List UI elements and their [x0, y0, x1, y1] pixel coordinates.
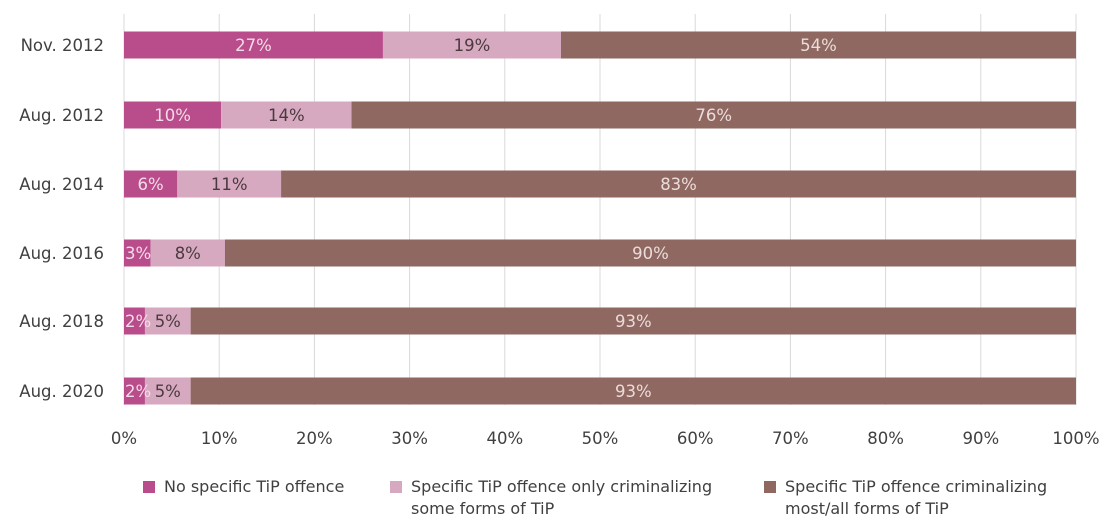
x-tick-label: 70% — [772, 429, 809, 448]
data-label: 11% — [211, 175, 248, 194]
x-tick-label: 80% — [867, 429, 904, 448]
data-label: 76% — [695, 106, 732, 125]
stacked-bar-chart: 27% 19% 54%10% 14% 76%6% 11% 83%3% 8% 90%2% 5% 93%… — [19, 14, 1100, 448]
bar-segment — [144, 377, 191, 405]
legend-swatch — [143, 481, 155, 493]
bar-segment — [144, 307, 191, 335]
bar-segment — [221, 101, 352, 129]
bar-segment — [382, 31, 561, 59]
category-label: Aug. 2020 — [19, 382, 104, 401]
bars: 27% 19% 54%10% 14% 76%6% 11% 83%3% 8% 90%2% 5% 93%… — [124, 31, 1077, 405]
category-labels: Nov. 2012 Aug. 2012 Aug. 2014 Aug. 2016 Aug.… — [19, 36, 104, 401]
x-tick-label: 20% — [296, 429, 333, 448]
bar-segment — [124, 31, 383, 59]
bar-segment — [177, 170, 282, 198]
data-label: 54% — [800, 36, 837, 55]
data-label: 14% — [268, 106, 305, 125]
data-label: 5% — [155, 312, 181, 331]
x-tick-label: 100% — [1052, 429, 1099, 448]
x-tick-label: 30% — [391, 429, 428, 448]
data-label: 93% — [615, 312, 652, 331]
data-label: 8% — [175, 244, 201, 263]
bar-segment — [124, 101, 222, 129]
bar-segment — [124, 377, 145, 405]
grid-lines — [123, 14, 1077, 405]
bar-segment — [124, 239, 151, 267]
data-label: 5% — [155, 382, 181, 401]
bar-segment — [190, 307, 1076, 335]
x-axis-ticks: 0% 10% 20% 30% 40% 50% 60% 70% 80% 90% 100% — [111, 429, 1100, 448]
legend-swatch — [390, 481, 402, 493]
x-tick-label: 0% — [111, 429, 137, 448]
bar-segment — [124, 170, 178, 198]
x-tick-label: 60% — [677, 429, 714, 448]
category-label: Aug. 2014 — [19, 175, 104, 194]
legend-swatch — [764, 481, 776, 493]
category-label: Nov. 2012 — [21, 36, 104, 55]
x-tick-label: 40% — [486, 429, 523, 448]
legend: No specific TiP offence Specific TiP off… — [0, 468, 1103, 518]
data-label: 27% — [235, 36, 272, 55]
bar-segment — [560, 31, 1076, 59]
x-tick-label: 90% — [962, 429, 999, 448]
data-label: 10% — [154, 106, 191, 125]
data-label: 19% — [454, 36, 491, 55]
x-tick-label: 50% — [582, 429, 619, 448]
legend-label: No specific TiP offence — [164, 477, 345, 496]
bar-segment — [124, 307, 145, 335]
bar-segment — [150, 239, 225, 267]
bar-segment — [190, 377, 1076, 405]
data-label: 3% — [125, 244, 151, 263]
data-label: 83% — [660, 175, 697, 194]
category-label: Aug. 2016 — [19, 244, 104, 263]
bar-segment — [351, 101, 1076, 129]
data-label: 6% — [138, 175, 164, 194]
data-label: 2% — [125, 312, 151, 331]
category-label: Aug. 2018 — [19, 312, 104, 331]
data-label: 93% — [615, 382, 652, 401]
category-label: Aug. 2012 — [19, 106, 104, 125]
bar-segment — [224, 239, 1077, 267]
legend-item-no-specific-offence: No specific TiP offence — [143, 476, 344, 498]
data-label: 90% — [632, 244, 669, 263]
x-tick-label: 10% — [201, 429, 238, 448]
legend-item-some-forms: Specific TiP offence only criminalizing … — [390, 476, 712, 520]
bar-segment — [281, 170, 1077, 198]
legend-label: Specific TiP offence criminalizing most/… — [785, 477, 1048, 518]
legend-label: Specific TiP offence only criminalizing … — [411, 477, 713, 518]
data-label: 2% — [125, 382, 151, 401]
legend-item-most-all-forms: Specific TiP offence criminalizing most/… — [764, 476, 1047, 520]
